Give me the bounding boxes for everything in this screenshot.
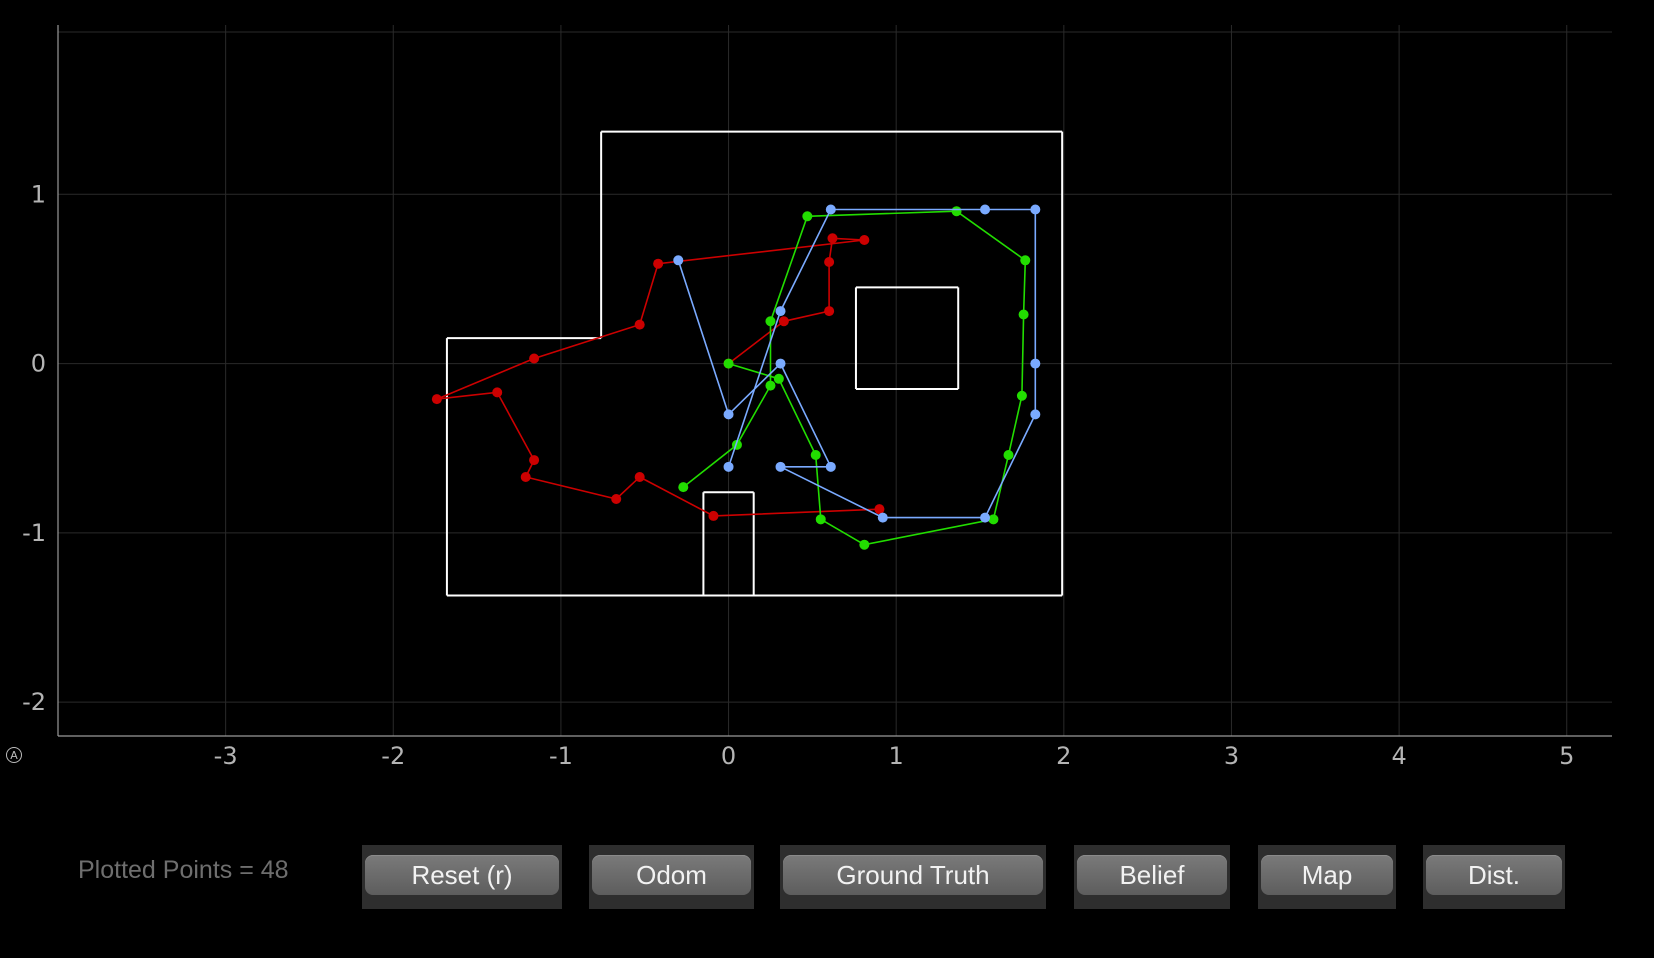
odom-point: [611, 494, 622, 504]
plotted-points-status: Plotted Points = 48: [78, 856, 289, 884]
ground-truth-button-frame: Ground Truth: [780, 845, 1046, 909]
belief-point: [1030, 409, 1041, 420]
odom-point: [874, 504, 885, 515]
ground_truth-point: [951, 206, 962, 217]
odom-toggle-button[interactable]: Odom: [592, 855, 751, 895]
odom-point: [824, 257, 835, 267]
ground_truth-point: [1003, 449, 1014, 460]
odom-series: [431, 233, 885, 521]
ground_truth-point: [810, 449, 821, 460]
x-tick-label: -2: [381, 742, 405, 770]
autoscale-icon[interactable]: A: [6, 747, 22, 763]
reset-button-frame: Reset (r): [362, 845, 562, 909]
odom-point: [529, 353, 540, 364]
belief-point: [825, 461, 836, 472]
map-toggle-button[interactable]: Map: [1261, 855, 1393, 895]
y-tick-label: 1: [31, 180, 46, 208]
belief-point: [877, 512, 888, 523]
y-tick-label: -1: [22, 519, 46, 547]
reset-button[interactable]: Reset (r): [365, 855, 559, 895]
odom-point: [529, 455, 540, 466]
odom-point: [634, 319, 645, 330]
belief-point: [775, 461, 786, 472]
belief-point: [723, 409, 734, 420]
belief-path: [677, 208, 1037, 519]
y-tick-label: 0: [31, 350, 46, 378]
map-walls: [445, 130, 1064, 597]
x-tick-label: 0: [721, 742, 736, 770]
ground_truth-series: [678, 206, 1031, 550]
odom-point: [634, 471, 645, 482]
odom-point: [827, 233, 838, 244]
odom-point: [708, 510, 719, 521]
x-tick-label: 5: [1559, 742, 1574, 770]
odom-button-frame: Odom: [589, 845, 754, 909]
belief-point: [673, 255, 684, 266]
odom-point: [824, 306, 835, 317]
plot-axes: [57, 25, 1612, 737]
trajectory-series: [431, 204, 1041, 550]
x-tick-label: -1: [549, 742, 573, 770]
ground_truth-path: [682, 210, 1027, 546]
dist-button-frame: Dist.: [1423, 845, 1565, 909]
belief-point: [723, 461, 734, 472]
odom-point: [431, 394, 442, 405]
belief-point: [825, 204, 836, 215]
x-tick-label: 4: [1391, 742, 1406, 770]
belief-series: [673, 204, 1041, 523]
plot-area[interactable]: -3 -2 -1 0 1 2 3 4 5 1 0 -1 -2: [0, 0, 1654, 780]
belief-point: [980, 204, 991, 215]
ground_truth-point: [802, 211, 813, 222]
ground_truth-point: [765, 380, 776, 391]
x-tick-label: 3: [1224, 742, 1239, 770]
odom-point: [859, 234, 870, 245]
ground_truth-point: [723, 358, 734, 369]
belief-point: [1030, 358, 1041, 369]
ground-truth-toggle-button[interactable]: Ground Truth: [783, 855, 1043, 895]
belief-point: [980, 512, 991, 523]
x-tick-label: -3: [214, 742, 238, 770]
ground_truth-point: [859, 539, 870, 550]
odom-point: [653, 258, 664, 269]
ground_truth-point: [815, 514, 826, 525]
belief-point: [775, 306, 786, 317]
belief-toggle-button[interactable]: Belief: [1077, 855, 1227, 895]
ground_truth-point: [678, 482, 689, 493]
x-tick-label: 2: [1056, 742, 1071, 770]
x-tick-label: 1: [889, 742, 904, 770]
y-tick-label: -2: [22, 688, 46, 716]
tick-labels: -3 -2 -1 0 1 2 3 4 5 1 0 -1 -2: [22, 180, 1574, 770]
ground_truth-point: [988, 514, 999, 525]
odom-point: [520, 471, 531, 482]
belief-point: [775, 358, 786, 369]
odom-point: [492, 387, 503, 398]
dist-toggle-button[interactable]: Dist.: [1426, 855, 1562, 895]
belief-button-frame: Belief: [1074, 845, 1230, 909]
map-button-frame: Map: [1258, 845, 1396, 909]
odom-path: [436, 237, 880, 517]
ground_truth-point: [1016, 390, 1027, 401]
ground_truth-point: [773, 373, 784, 384]
belief-point: [1030, 204, 1041, 215]
grid-lines: [58, 25, 1612, 736]
ground_truth-point: [1020, 255, 1031, 266]
ground_truth-point: [1018, 309, 1029, 320]
ground_truth-point: [765, 316, 776, 327]
odom-point: [778, 316, 789, 327]
